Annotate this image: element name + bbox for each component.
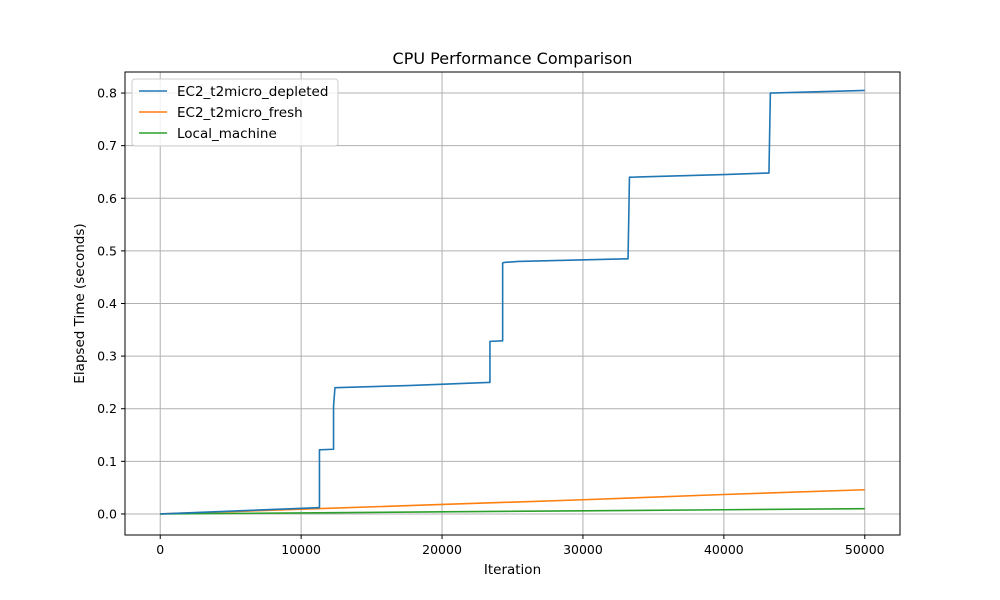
y-tick-label: 0.0 — [97, 506, 117, 521]
axis-ticks: 0 10000 20000 30000 40000 50000 0.0 0.1 0.2 0.3 0.… — [97, 86, 885, 557]
x-tick-label: 20000 — [422, 542, 462, 557]
series-line-ec2-t2micro-depleted — [160, 89, 865, 515]
chart-title: CPU Performance Comparison — [393, 49, 633, 68]
legend-label-depleted: EC2_t2micro_depleted — [177, 84, 328, 100]
series-lines — [160, 89, 865, 515]
x-tick-label: 0 — [156, 542, 164, 557]
y-tick-label: 0.6 — [97, 191, 117, 206]
legend: EC2_t2micro_depleted EC2_t2micro_fresh L… — [131, 78, 339, 147]
legend-label-fresh: EC2_t2micro_fresh — [177, 105, 303, 121]
y-tick-label: 0.4 — [97, 296, 117, 311]
legend-box — [131, 78, 339, 147]
x-tick-label: 30000 — [563, 542, 603, 557]
y-tick-label: 0.8 — [97, 86, 117, 101]
y-tick-label: 0.1 — [97, 454, 117, 469]
grid-lines — [125, 72, 900, 535]
legend-label-local: Local_machine — [177, 126, 277, 142]
y-tick-label: 0.2 — [97, 401, 117, 416]
y-axis-label: Elapsed Time (seconds) — [72, 223, 88, 383]
x-tick-label: 40000 — [704, 542, 744, 557]
y-tick-label: 0.5 — [97, 243, 117, 258]
y-tick-label: 0.3 — [97, 349, 117, 364]
y-tick-label: 0.7 — [97, 138, 117, 153]
x-axis-label: Iteration — [484, 562, 541, 578]
x-tick-label: 10000 — [281, 542, 321, 557]
x-tick-label: 50000 — [845, 542, 885, 557]
series-line-local-machine — [160, 507, 865, 515]
